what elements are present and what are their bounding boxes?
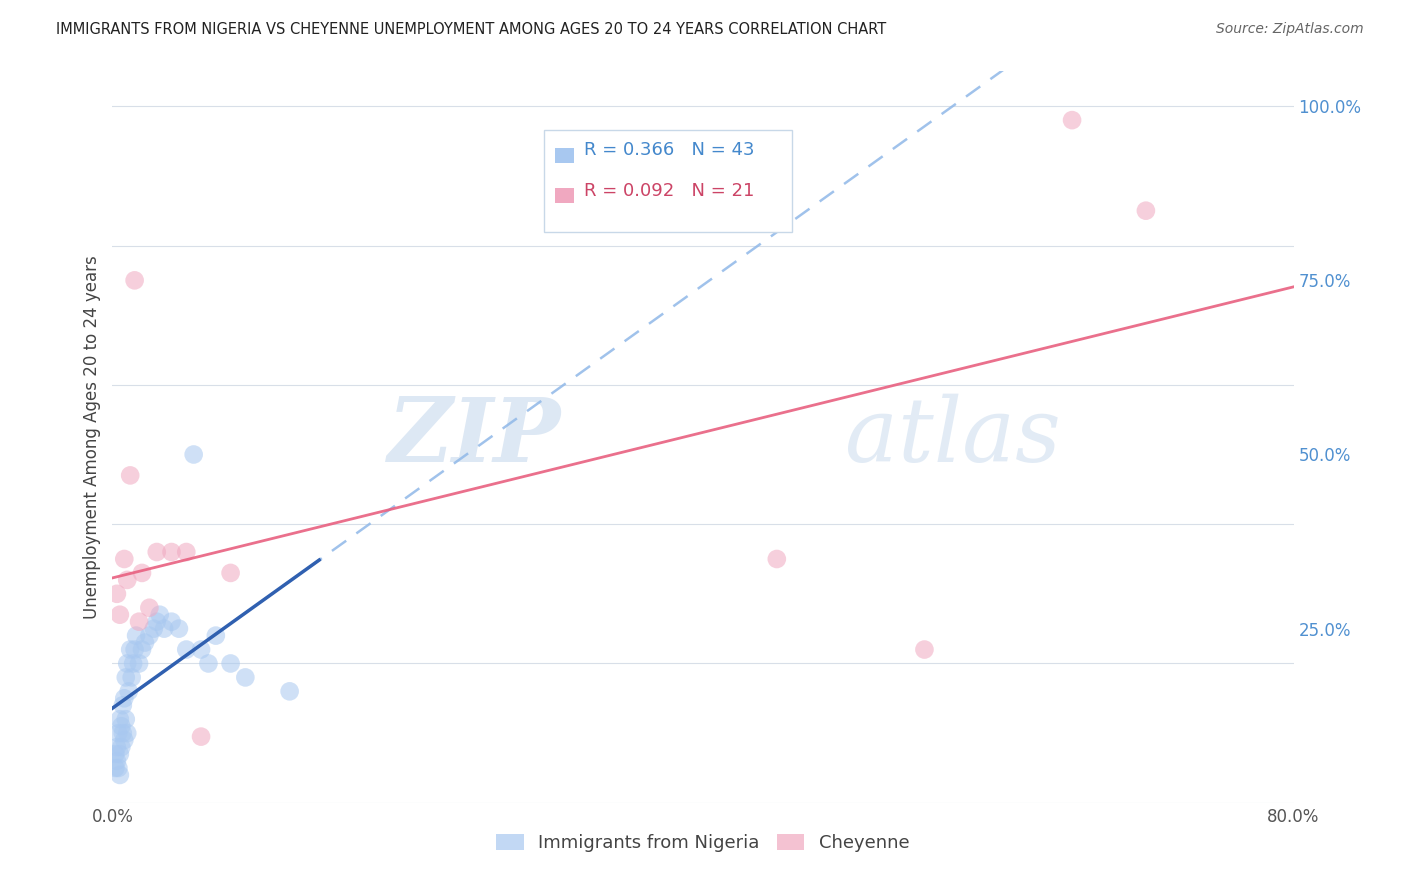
Point bbox=[122, 657, 145, 671]
Point bbox=[167, 622, 190, 636]
Point bbox=[107, 761, 129, 775]
Point bbox=[121, 670, 143, 684]
Point bbox=[131, 566, 153, 580]
Point bbox=[110, 719, 132, 733]
Text: ZIP: ZIP bbox=[388, 394, 561, 480]
Legend: Immigrants from Nigeria, Cheyenne: Immigrants from Nigeria, Cheyenne bbox=[489, 827, 917, 860]
Point bbox=[108, 607, 131, 622]
Point bbox=[111, 698, 134, 713]
Point bbox=[120, 642, 142, 657]
Point bbox=[174, 642, 197, 657]
Point bbox=[1135, 203, 1157, 218]
Point bbox=[131, 642, 153, 657]
Point bbox=[104, 747, 127, 761]
Point bbox=[114, 712, 136, 726]
Point bbox=[128, 657, 150, 671]
Point bbox=[124, 642, 146, 657]
Point bbox=[138, 600, 160, 615]
Point bbox=[105, 587, 128, 601]
Point bbox=[124, 273, 146, 287]
Point bbox=[138, 629, 160, 643]
Point bbox=[278, 684, 301, 698]
Point bbox=[1062, 113, 1084, 128]
Point bbox=[111, 726, 134, 740]
Point bbox=[125, 629, 148, 643]
Point bbox=[105, 740, 128, 755]
Point bbox=[146, 545, 169, 559]
Point bbox=[117, 657, 138, 671]
Point bbox=[107, 726, 129, 740]
Point bbox=[108, 712, 131, 726]
Point bbox=[149, 607, 172, 622]
Text: atlas: atlas bbox=[845, 393, 1060, 481]
Point bbox=[160, 545, 183, 559]
Point bbox=[128, 615, 150, 629]
Point bbox=[190, 730, 212, 744]
Text: IMMIGRANTS FROM NIGERIA VS CHEYENNE UNEMPLOYMENT AMONG AGES 20 TO 24 YEARS CORRE: IMMIGRANTS FROM NIGERIA VS CHEYENNE UNEM… bbox=[56, 22, 887, 37]
Point bbox=[160, 615, 183, 629]
Point bbox=[183, 448, 205, 462]
Point bbox=[117, 573, 138, 587]
Point bbox=[197, 657, 219, 671]
Y-axis label: Unemployment Among Ages 20 to 24 years: Unemployment Among Ages 20 to 24 years bbox=[83, 255, 101, 619]
Point bbox=[219, 566, 242, 580]
FancyBboxPatch shape bbox=[555, 147, 574, 163]
FancyBboxPatch shape bbox=[555, 188, 574, 203]
Point bbox=[117, 726, 138, 740]
Point bbox=[134, 635, 156, 649]
Point bbox=[190, 642, 212, 657]
Point bbox=[120, 468, 142, 483]
Point bbox=[153, 622, 176, 636]
Point bbox=[112, 552, 135, 566]
Point bbox=[105, 754, 128, 768]
FancyBboxPatch shape bbox=[544, 130, 792, 232]
Point bbox=[112, 691, 135, 706]
Point bbox=[205, 629, 228, 643]
Point bbox=[104, 761, 127, 775]
Text: Source: ZipAtlas.com: Source: ZipAtlas.com bbox=[1216, 22, 1364, 37]
Point bbox=[112, 733, 135, 747]
Point bbox=[233, 670, 256, 684]
Text: R = 0.366   N = 43: R = 0.366 N = 43 bbox=[583, 141, 754, 160]
Point bbox=[108, 768, 131, 782]
Point bbox=[110, 740, 132, 755]
Point bbox=[146, 615, 169, 629]
Point bbox=[914, 642, 936, 657]
Point bbox=[118, 684, 141, 698]
Point bbox=[174, 545, 197, 559]
Point bbox=[142, 622, 165, 636]
Point bbox=[108, 747, 131, 761]
Point bbox=[219, 657, 242, 671]
Point bbox=[766, 552, 789, 566]
Point bbox=[114, 670, 136, 684]
Text: R = 0.092   N = 21: R = 0.092 N = 21 bbox=[583, 182, 754, 200]
